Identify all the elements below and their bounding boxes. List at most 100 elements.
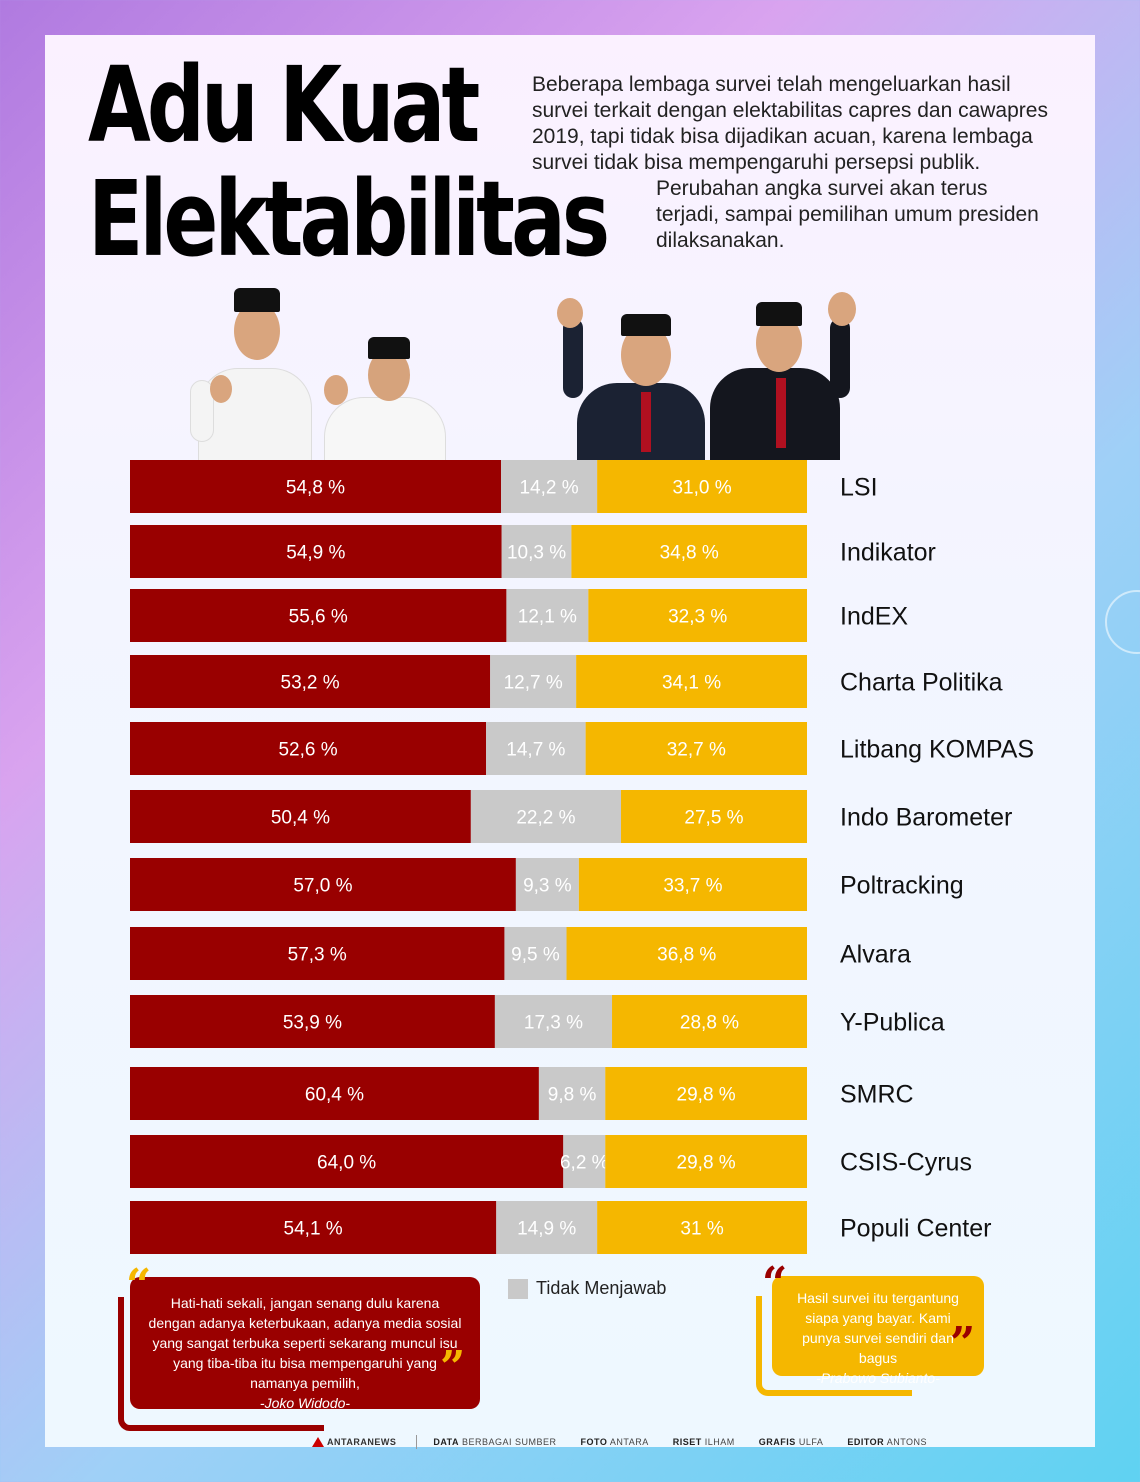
- undecided-bar: [470, 790, 622, 843]
- candidate-2-value-label: 32,3 %: [668, 607, 727, 628]
- candidate-2-bar: [597, 1201, 807, 1254]
- legend-label: Tidak Menjawab: [536, 1278, 667, 1298]
- candidate-1-bar: [130, 790, 471, 843]
- survey-institution-label: Indo Barometer: [840, 804, 1012, 832]
- candidate-1-value-label: 52,6 %: [278, 740, 337, 761]
- undecided-value-label: 14,2 %: [519, 478, 578, 499]
- title-line-2: Elektabilitas: [88, 158, 610, 280]
- survey-institution-label: Populi Center: [840, 1215, 991, 1243]
- undecided-value-label: 17,3 %: [524, 1013, 583, 1034]
- close-quote-icon: ”: [950, 1318, 976, 1369]
- candidate-2-bar: [605, 1135, 807, 1188]
- candidate-2-value-label: 29,8 %: [677, 1085, 736, 1106]
- quote-right-author: -Prabowo Subianto-: [816, 1370, 940, 1386]
- undecided-bar: [494, 995, 613, 1048]
- undecided-value-label: 22,2 %: [516, 808, 575, 829]
- credit-data: DATA BERBAGAI SUMBER: [433, 1437, 557, 1447]
- candidate-2-bar: [571, 525, 807, 578]
- page-title: Adu Kuat Elektabilitas: [88, 44, 610, 280]
- undecided-bar: [515, 858, 579, 911]
- quote-left-text: Hati-hati sekali, jangan senang dulu kar…: [148, 1295, 462, 1391]
- open-quote-icon: “: [126, 1260, 152, 1311]
- quote-right-text: Hasil survei itu tergantung siapa yang b…: [797, 1290, 959, 1366]
- quote-joko-widodo: Hati-hati sekali, jangan senang dulu kar…: [130, 1277, 480, 1411]
- undecided-value-label: 12,7 %: [504, 673, 563, 694]
- candidate-pair-1-photo: [180, 280, 450, 462]
- candidate-2-value-label: 32,7 %: [667, 740, 726, 761]
- undecided-bar: [563, 1135, 606, 1188]
- candidate-2-bar: [597, 460, 807, 513]
- person-prabowo-subianto: [555, 288, 715, 460]
- candidate-1-value-label: 64,0 %: [317, 1153, 376, 1174]
- logo-text: ANTARANEWS: [327, 1437, 397, 1447]
- credits-footer: ANTARANEWS DATA BERBAGAI SUMBER FOTO ANT…: [312, 1435, 951, 1449]
- candidate-2-bar: [585, 722, 807, 775]
- undecided-value-label: 14,9 %: [517, 1219, 576, 1240]
- close-quote-icon: ”: [440, 1342, 466, 1393]
- intro-text: Beberapa lembaga survei telah mengeluark…: [532, 72, 1052, 254]
- undecided-bar: [496, 1201, 598, 1254]
- candidate-2-bar: [621, 790, 807, 843]
- candidate-pair-2-photo: [555, 288, 865, 460]
- survey-institution-label: Y-Publica: [840, 1009, 945, 1037]
- candidate-1-bar: [130, 525, 502, 578]
- candidate-1-bar: [130, 1135, 564, 1188]
- candidate-2-bar: [578, 858, 807, 911]
- candidate-1-value-label: 50,4 %: [271, 808, 330, 829]
- survey-institution-label: Indikator: [840, 539, 936, 567]
- candidate-1-bar: [130, 589, 507, 642]
- candidate-1-bar: [130, 1201, 497, 1254]
- person-sandiaga-uno: [690, 288, 865, 460]
- legend: Tidak Menjawab: [508, 1278, 666, 1299]
- candidate-2-value-label: 27,5 %: [684, 808, 743, 829]
- survey-institution-label: Charta Politika: [840, 669, 1003, 697]
- candidate-1-value-label: 54,1 %: [284, 1219, 343, 1240]
- candidate-2-bar: [576, 655, 807, 708]
- survey-institution-label: LSI: [840, 474, 878, 502]
- undecided-bar: [500, 460, 598, 513]
- person-joko-widodo: [190, 280, 320, 462]
- undecided-bar: [506, 589, 589, 642]
- candidate-1-value-label: 53,2 %: [281, 673, 340, 694]
- candidate-2-value-label: 28,8 %: [680, 1013, 739, 1034]
- undecided-value-label: 9,3 %: [523, 876, 572, 897]
- undecided-value-label: 6,2 %: [560, 1153, 609, 1174]
- candidate-2-bar: [612, 995, 807, 1048]
- candidate-1-bar: [130, 655, 491, 708]
- survey-institution-label: IndEX: [840, 603, 908, 631]
- undecided-value-label: 9,8 %: [548, 1085, 597, 1106]
- credit-riset: RISET ILHAM: [672, 1437, 735, 1447]
- quote-frame-left: [118, 1297, 324, 1431]
- title-line-1: Adu Kuat: [88, 44, 480, 166]
- candidate-1-value-label: 54,9 %: [286, 543, 345, 564]
- candidate-2-value-label: 31,0 %: [672, 478, 731, 499]
- candidate-2-value-label: 31 %: [680, 1219, 723, 1240]
- footer-divider: [416, 1435, 418, 1449]
- intro-paragraph-1: Beberapa lembaga survei telah mengeluark…: [532, 73, 1048, 174]
- candidate-2-value-label: 33,7 %: [663, 876, 722, 897]
- legend-swatch-undecided: [508, 1278, 528, 1299]
- candidate-1-bar: [130, 927, 505, 980]
- survey-institution-label: Litbang KOMPAS: [840, 736, 1034, 764]
- quote-left-author: -Joko Widodo-: [259, 1395, 351, 1411]
- candidate-1-bar: [130, 995, 495, 1048]
- candidate-1-bar: [130, 460, 501, 513]
- survey-institution-label: Poltracking: [840, 872, 964, 900]
- quote-prabowo-subianto: Hasil survei itu tergantung siapa yang b…: [772, 1276, 984, 1386]
- intro-paragraph-2: Perubahan angka survei akan terus terjad…: [656, 177, 1039, 252]
- candidate-2-value-label: 36,8 %: [657, 945, 716, 966]
- candidate-2-value-label: 29,8 %: [677, 1153, 736, 1174]
- candidate-1-bar: [130, 722, 487, 775]
- undecided-bar: [486, 722, 586, 775]
- undecided-bar: [504, 927, 567, 980]
- candidate-2-bar: [605, 1067, 807, 1120]
- quote-frame-right: [756, 1296, 912, 1396]
- candidate-1-bar: [130, 858, 516, 911]
- open-quote-icon: “: [762, 1258, 788, 1309]
- person-maruf-amin: [310, 335, 450, 462]
- candidate-1-value-label: 60,4 %: [305, 1085, 364, 1106]
- candidate-2-value-label: 34,8 %: [660, 543, 719, 564]
- candidate-2-bar: [588, 589, 807, 642]
- antara-logo-icon: [312, 1437, 324, 1447]
